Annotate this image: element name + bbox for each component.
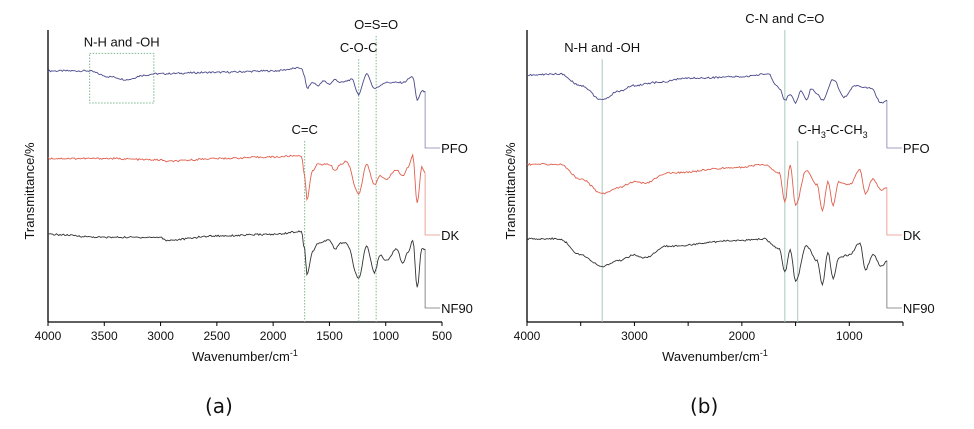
x-tick-label: 1000 xyxy=(372,329,399,343)
annotation-label: C=C xyxy=(291,122,317,137)
annotation-label: N-H and -OH xyxy=(564,40,640,55)
caption-a: (a) xyxy=(205,394,233,418)
annotation-label: C-O-C xyxy=(340,40,378,55)
subscript: 3 xyxy=(863,130,868,140)
caption-b: (b) xyxy=(690,394,719,418)
x-tick-label: 500 xyxy=(432,329,452,343)
label-part: C-H xyxy=(798,122,821,137)
x-axis-label-superscript: -1 xyxy=(290,348,298,358)
y-axis-label: Transmittance/% xyxy=(22,142,37,239)
x-tick-label: 2000 xyxy=(260,329,287,343)
legend-leader-dk xyxy=(424,173,441,236)
panel-b: 4000 3000 2000 1000 Wavenumber/cm-1 Transmitt… xyxy=(503,11,935,364)
annotation-label: C-H3-C-CH3 xyxy=(798,122,868,140)
x-tick-label: 2000 xyxy=(729,329,756,343)
legend-label-nf90: NF90 xyxy=(441,301,473,316)
x-tick-label: 2500 xyxy=(204,329,231,343)
annotation-label: N-H and -OH xyxy=(84,34,160,49)
x-axis-label: Wavenumber/cm-1 xyxy=(192,348,298,364)
legend-leader-dk xyxy=(886,187,902,236)
x-tick-label: 1500 xyxy=(316,329,343,343)
legend-leader-pfo xyxy=(886,100,902,149)
legend-label-nf90: NF90 xyxy=(903,301,935,316)
legend-leader-nf90 xyxy=(424,249,441,309)
series-line-pfo xyxy=(526,72,888,105)
x-tick-label: 3500 xyxy=(91,329,118,343)
legend-label-pfo: PFO xyxy=(441,141,468,156)
series-line-nf90 xyxy=(526,237,888,287)
series-line-pfo xyxy=(47,66,426,102)
series-line-nf90 xyxy=(47,230,426,288)
label-part: -C-CH xyxy=(826,122,863,137)
panel-a: 4000 3500 3000 2500 2000 1500 1000 500 Wavenumbe… xyxy=(22,17,473,364)
legend-label-dk: DK xyxy=(441,228,459,243)
x-tick-label: 3000 xyxy=(621,329,648,343)
legend-label-pfo: PFO xyxy=(903,141,930,156)
legend-leader-pfo xyxy=(424,91,441,149)
series-line-dk xyxy=(47,153,426,203)
x-axis-label-superscript: -1 xyxy=(760,348,768,358)
legend-label-dk: DK xyxy=(903,228,921,243)
annotation-label: C-N and C=O xyxy=(745,11,824,26)
subscript: 3 xyxy=(821,130,826,140)
x-tick-label: 4000 xyxy=(514,329,541,343)
x-tick-label: 1000 xyxy=(836,329,863,343)
y-axis-label: Transmittance/% xyxy=(503,142,518,239)
legend-leader-nf90 xyxy=(886,260,902,309)
annotation-label: O=S=O xyxy=(354,17,398,32)
x-tick-label: 4000 xyxy=(35,329,62,343)
series-line-dk xyxy=(526,162,887,213)
x-axis-label: Wavenumber/cm-1 xyxy=(662,348,768,364)
x-tick-label: 3000 xyxy=(147,329,174,343)
